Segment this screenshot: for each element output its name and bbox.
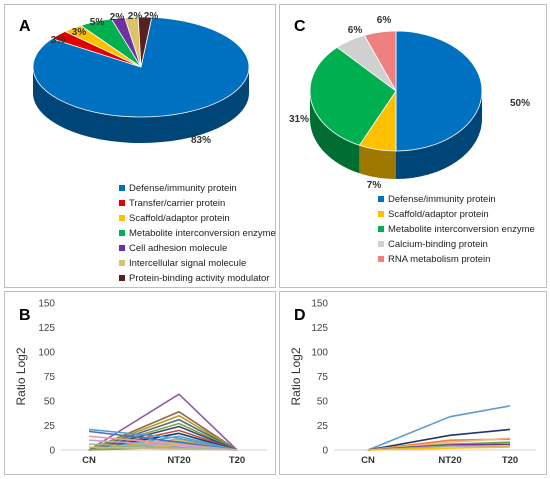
legend-swatch-3 (119, 230, 125, 236)
pie-value-label-2: 31% (289, 114, 309, 125)
series-line-7 (367, 446, 511, 451)
legend-label-0: Defense/immunity protein (388, 194, 496, 205)
panel-a: 83% 3% 3% 5% 2% 2% 2% Defense/immunity protein T… (4, 4, 276, 288)
y-tick-label-0: 0 (49, 446, 55, 457)
pie-value-label-4: 6% (377, 15, 392, 26)
series-line-0 (88, 393, 238, 451)
panel-b: 0 25 50 75 100 125 150 CN NT20 T20 Ratio Log2 B (4, 291, 276, 475)
y-tick-label-2: 50 (44, 397, 56, 408)
series-group (367, 405, 511, 451)
pie-value-label-0: 50% (510, 98, 530, 109)
legend-swatch-3 (378, 241, 384, 247)
panel-c: 50% 7% 31% 6% 6% Defense/immunity protein Scaf… (279, 4, 547, 288)
legend-label-1: Transfer/carrier protein (129, 198, 225, 209)
y-axis-label: Ratio Log2 (14, 347, 28, 405)
series-line-7 (88, 432, 238, 451)
legend-label-5: Intercellular signal molecule (129, 258, 246, 269)
pie-side-0 (33, 67, 249, 143)
legend-swatch-6 (119, 275, 125, 281)
panel-label: B (19, 307, 31, 324)
pie-side-walls (310, 91, 482, 179)
pie-side-0 (396, 91, 482, 179)
legend-label-3: Calcium-binding protein (388, 239, 488, 250)
panel-label: D (294, 307, 306, 324)
series-line-3 (88, 418, 238, 451)
pie-value-label-2: 3% (72, 27, 87, 38)
x-tick-label-1: NT20 (438, 455, 461, 466)
pie-chart-a: 83%3%3%5% 2% 2% 2%Defense/immunity proteinT… (19, 11, 276, 284)
series-line-6 (88, 429, 238, 451)
legend-label-3: Metabolite interconversion enzyme (129, 228, 276, 239)
legend-swatch-2 (378, 226, 384, 232)
legend-swatch-4 (378, 256, 384, 262)
legend-label-0: Defense/immunity protein (129, 183, 237, 194)
x-tick-label-0: CN (82, 455, 96, 466)
y-tick-label-6: 150 (311, 299, 328, 310)
series-line-19 (88, 446, 238, 451)
y-tick-label-6: 150 (38, 299, 55, 310)
series-group (88, 393, 238, 451)
legend-label-6: Protein-binding activity modulator (129, 273, 269, 284)
line-chart-d: 0 25 50 75 100 125 150 CN NT20 T20 Ratio Log2 D (289, 299, 536, 466)
pie-value-label-1: 3% (51, 35, 66, 46)
y-tick-label-4: 100 (311, 348, 328, 359)
legend-label-4: Cell adhesion molecule (129, 243, 227, 254)
y-tick-label-2: 50 (317, 397, 329, 408)
x-tick-label-2: T20 (502, 455, 518, 466)
pie-value-label-3: 5% (90, 17, 105, 28)
y-tick-label-4: 100 (38, 348, 55, 359)
pie-value-label-6: 2% (144, 11, 159, 22)
legend-label-1: Scaffold/adaptor protein (388, 209, 489, 220)
y-tick-label-5: 125 (38, 323, 55, 334)
legend-swatch-1 (119, 200, 125, 206)
pie-side-walls (33, 67, 249, 143)
series-line-1 (88, 410, 238, 451)
series-line-1 (367, 428, 511, 451)
panel-d: 0 25 50 75 100 125 150 CN NT20 T20 Ratio Log2 D (279, 291, 547, 475)
pie-value-label-4: 2% (110, 12, 125, 23)
legend-label-2: Metabolite interconversion enzyme (388, 224, 535, 235)
panel-label: A (19, 18, 31, 35)
legend-swatch-1 (378, 211, 384, 217)
pie-side-1 (359, 145, 396, 179)
legend-swatch-5 (119, 260, 125, 266)
pie-value-label-5: 2% (128, 11, 143, 22)
y-axis-label: Ratio Log2 (289, 347, 303, 405)
legend-swatch-0 (378, 196, 384, 202)
y-tick-label-3: 75 (317, 372, 329, 383)
pie-chart-c: 50% 7% 31% 6% 6% Defense/immunity protein Scaf… (289, 15, 535, 265)
series-line-0 (367, 405, 511, 451)
legend-swatch-4 (119, 245, 125, 251)
legend-swatch-2 (119, 215, 125, 221)
panel-label: C (294, 18, 306, 35)
pie-slice-2 (309, 46, 397, 146)
pie-slice-6 (137, 16, 153, 68)
y-tick-label-3: 75 (44, 372, 56, 383)
y-tick-label-1: 25 (317, 421, 329, 432)
pie-slice-0 (395, 30, 483, 152)
pie-value-label-1: 7% (367, 180, 382, 191)
series-line-14 (88, 428, 238, 451)
x-tick-label-1: NT20 (167, 455, 190, 466)
pie-value-label-3: 6% (348, 25, 363, 36)
series-line-4 (88, 422, 238, 451)
legend-label-2: Scaffold/adaptor protein (129, 213, 230, 224)
x-tick-label-2: T20 (229, 455, 245, 466)
legend-swatch-0 (119, 185, 125, 191)
y-tick-label-0: 0 (322, 446, 328, 457)
pie-value-label-0: 83% (191, 135, 211, 146)
x-tick-label-0: CN (361, 455, 375, 466)
line-chart-b: 0 25 50 75 100 125 150 CN NT20 T20 Ratio Log2 B (14, 299, 267, 466)
pie-slice-4 (363, 30, 397, 93)
legend-label-4: RNA metabolism protein (388, 254, 490, 265)
pie-side-2 (310, 91, 360, 174)
y-tick-label-5: 125 (311, 323, 328, 334)
y-tick-label-1: 25 (44, 421, 56, 432)
